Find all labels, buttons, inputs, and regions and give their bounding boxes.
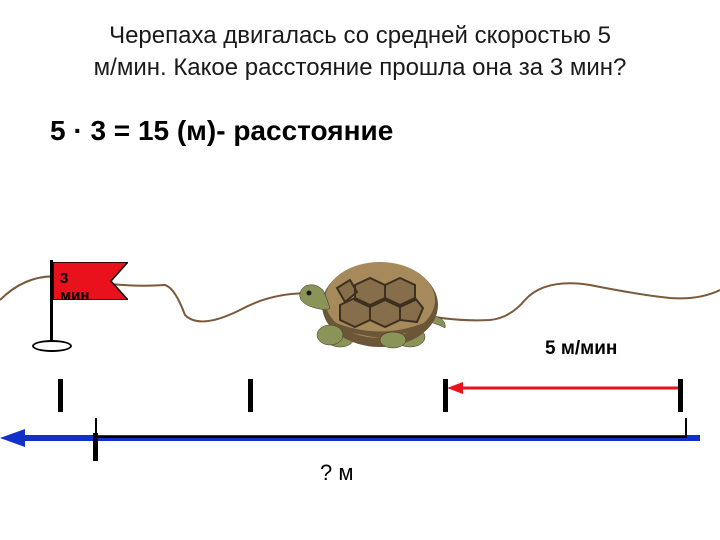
flag-base [32, 340, 72, 352]
tick-mark [678, 379, 683, 412]
solution-equation: 5 · 3 = 15 (м)- расстояние [0, 95, 720, 147]
tick-mark [443, 379, 448, 412]
problem-statement: Черепаха двигалась со средней скоростью … [0, 0, 720, 95]
number-line [0, 390, 720, 510]
turtle-icon [295, 250, 460, 355]
distance-diagram: 3 мин 5 м/мин [0, 260, 720, 540]
problem-line1: Черепаха двигалась со средней скоростью … [109, 22, 611, 49]
unknown-distance-label: ? м [320, 460, 353, 486]
speed-label: 5 м/мин [545, 338, 617, 360]
distance-bracket [95, 418, 687, 438]
problem-line2: м/мин. Какое расстояние прошла она за 3 … [94, 54, 627, 81]
flag-time-label: 3 мин [60, 270, 89, 304]
tick-mark [248, 379, 253, 412]
tick-mark [58, 379, 63, 412]
bracket-tick [93, 433, 98, 461]
